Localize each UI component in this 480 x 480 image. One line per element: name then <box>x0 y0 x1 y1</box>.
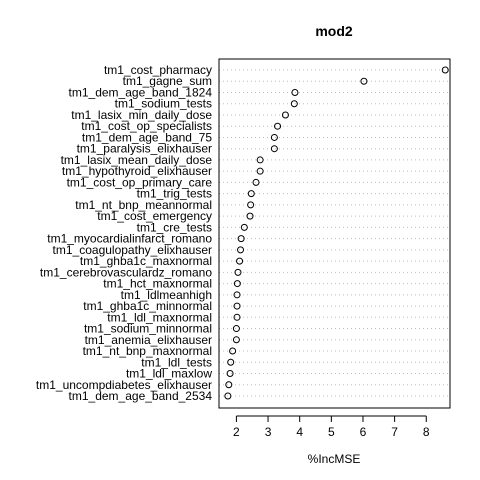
data-point <box>270 133 278 141</box>
category-label: tm1_cost_op_primary_care <box>67 175 213 189</box>
data-point <box>291 88 299 96</box>
x-tick-label: 2 <box>233 425 240 439</box>
category-label: tm1_sodium_tests <box>115 97 212 111</box>
x-tick-label: 6 <box>360 425 367 439</box>
category-label: tm1_lasix_mean_daily_dose <box>61 153 213 167</box>
x-tick-label: 7 <box>391 425 398 439</box>
data-point <box>232 336 240 344</box>
category-label: tm1_ldlmeanhigh <box>121 288 212 302</box>
data-point <box>224 392 232 400</box>
data-point <box>246 212 254 220</box>
guide-lines <box>219 69 450 397</box>
category-label: tm1_ldl_maxlow <box>126 367 212 381</box>
data-point <box>226 370 234 378</box>
data-point <box>229 347 237 355</box>
data-point <box>256 167 264 175</box>
category-label: tm1_nt_bnp_meannormal <box>75 198 212 212</box>
x-tick-label: 8 <box>423 425 430 439</box>
data-points <box>224 66 449 400</box>
data-point <box>236 257 244 265</box>
data-point <box>237 235 245 243</box>
data-point <box>247 201 255 209</box>
data-point <box>233 280 241 288</box>
category-label: tm1_ldl_maxnormal <box>107 310 212 324</box>
x-tick-label: 3 <box>265 425 272 439</box>
category-label: tm1_sodium_minnormal <box>84 322 212 336</box>
data-point <box>233 313 241 321</box>
category-label: tm1_ghba1c_minnormal <box>83 299 212 313</box>
category-label: tm1_paralysis_elixhauser <box>77 142 212 156</box>
x-axis: 2 3 4 5 6 7 8 <box>233 415 430 439</box>
x-tick-label: 4 <box>296 425 303 439</box>
data-point <box>247 190 255 198</box>
category-label: tm1_ldl_tests <box>141 355 212 369</box>
category-label: tm1_hypothyroid_elixhauser <box>62 164 212 178</box>
data-point <box>233 302 241 310</box>
data-point <box>270 145 278 153</box>
data-point <box>232 325 240 333</box>
category-label: tm1_cost_pharmacy <box>104 63 212 77</box>
x-axis-label: %IncMSE <box>308 452 361 466</box>
chart-title: mod2 <box>315 23 353 39</box>
data-point <box>237 246 245 254</box>
data-point <box>252 178 260 186</box>
category-label: tm1_uncompdiabetes_elixhauser <box>36 378 212 392</box>
category-labels: tm1_cost_pharmacytm1_gagne_sumtm1_dem_ag… <box>36 63 212 403</box>
category-label: tm1_lasix_min_daily_dose <box>71 108 212 122</box>
category-label: tm1_anemia_elixhauser <box>85 333 212 347</box>
category-label: tm1_trig_tests <box>137 187 212 201</box>
plot-frame <box>218 58 451 409</box>
data-point <box>227 358 235 366</box>
data-point <box>233 291 241 299</box>
data-point <box>441 66 449 74</box>
data-point <box>256 156 264 164</box>
data-point <box>240 223 248 231</box>
category-label: tm1_dem_age_band_75 <box>82 130 212 144</box>
category-label: tm1_hct_maxnormal <box>103 277 212 291</box>
category-label: tm1_coagulopathy_elixhauser <box>53 243 212 257</box>
category-label: tm1_cre_tests <box>137 220 212 234</box>
category-label: tm1_gagne_sum <box>123 74 212 88</box>
x-tick-label: 5 <box>328 425 335 439</box>
category-label: tm1_dem_age_band_1824 <box>69 85 213 99</box>
category-label: tm1_dem_age_band_2534 <box>69 389 213 403</box>
category-label: tm1_cerebrovasculardz_romano <box>40 265 212 279</box>
data-point <box>281 111 289 119</box>
data-point <box>290 100 298 108</box>
data-point <box>360 77 368 85</box>
category-label: tm1_myocardialinfarct_romano <box>47 232 212 246</box>
category-label: tm1_ghba1c_maxnormal <box>80 254 212 268</box>
category-label: tm1_cost_emergency <box>97 209 212 223</box>
category-label: tm1_nt_bnp_maxnormal <box>83 344 212 358</box>
category-label: tm1_cost_op_specialists <box>81 119 212 133</box>
data-point <box>274 122 282 130</box>
data-point <box>225 381 233 389</box>
data-point <box>234 268 242 276</box>
